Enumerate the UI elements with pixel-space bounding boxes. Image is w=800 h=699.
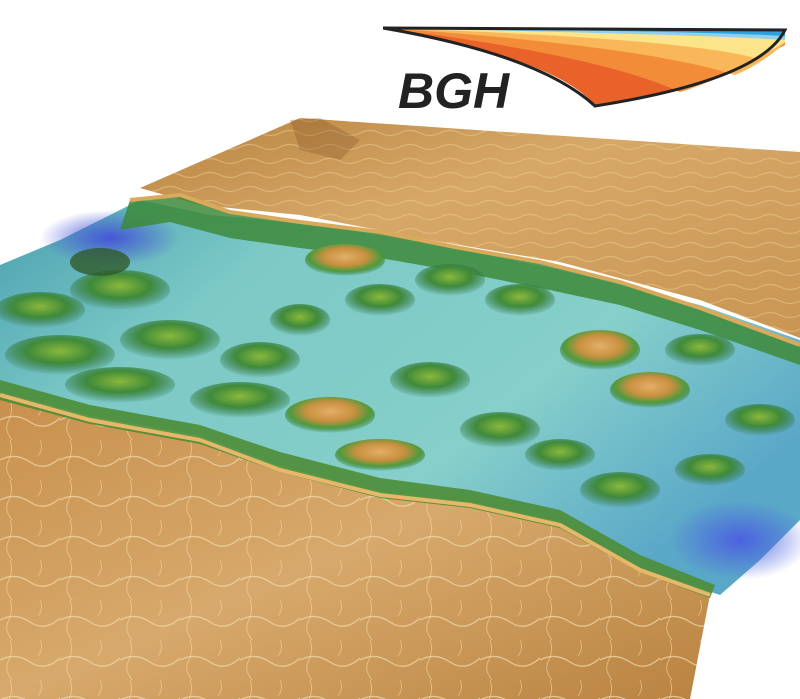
near-escarpment [0,380,715,598]
logo-fan-icon [382,26,788,108]
logo-text: BGH [398,63,510,119]
valley-hills [0,244,795,508]
far-escarpment [120,192,800,365]
lower-plateau [0,395,710,699]
bgh-logo: BGH [382,26,788,119]
upper-plateau [140,118,800,338]
